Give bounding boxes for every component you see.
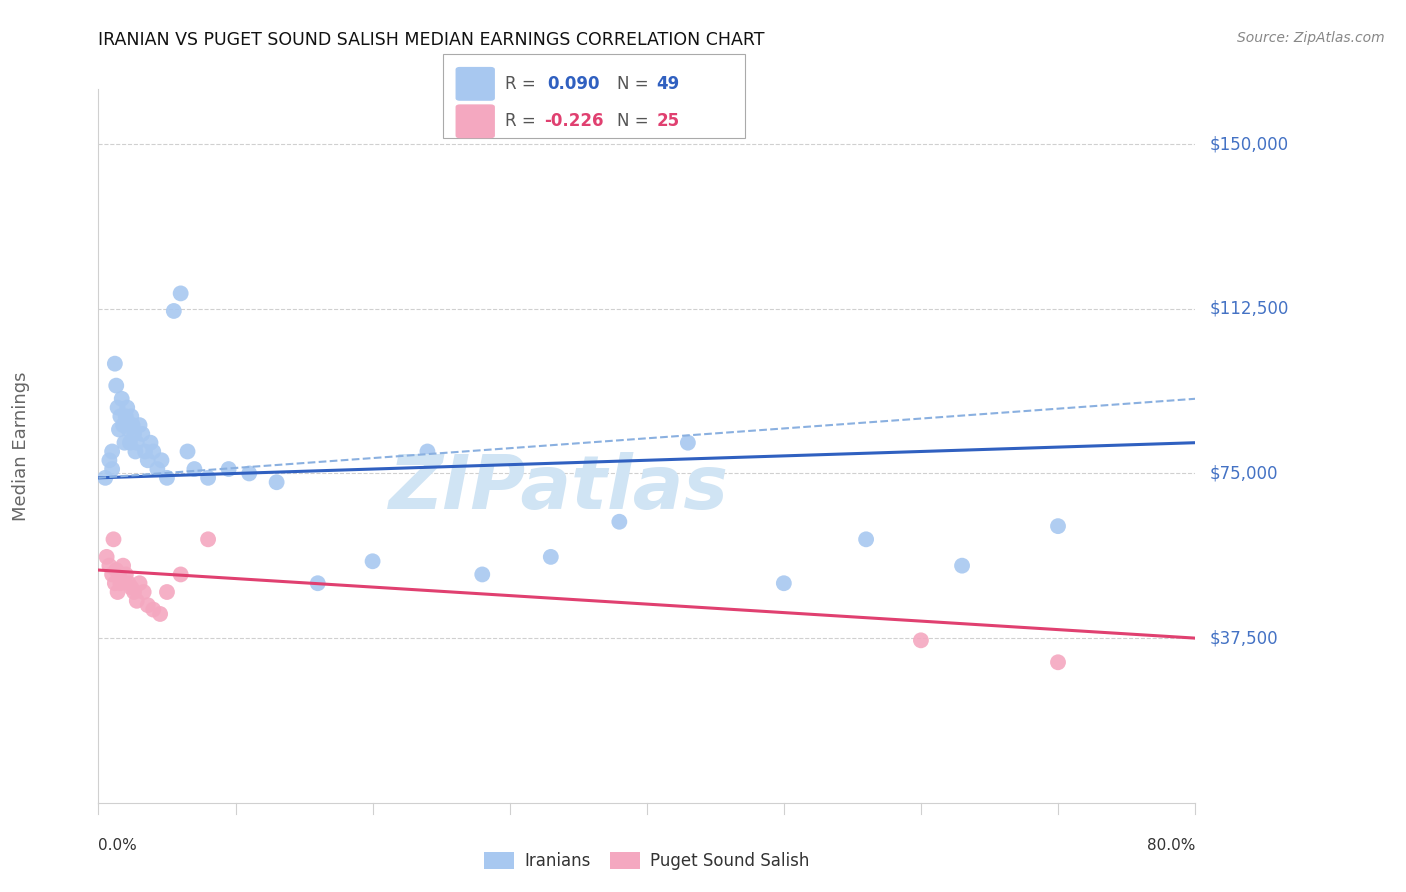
Point (950, 558, 973, 573)
Text: $150,000: $150,000 (1209, 135, 1288, 153)
Point (150, 453, 173, 467)
Point (139, 435, 162, 450)
Text: 80.0%: 80.0% (1147, 838, 1195, 853)
Point (855, 533, 877, 547)
Point (115, 409, 138, 424)
Point (149, 607, 172, 621)
Text: 25: 25 (657, 112, 679, 130)
Point (110, 576, 132, 591)
Text: 0.0%: 0.0% (98, 838, 138, 853)
Text: R =: R = (505, 112, 541, 130)
Text: 0.090: 0.090 (547, 75, 599, 93)
Point (156, 585, 179, 599)
Point (131, 426, 153, 441)
Point (238, 467, 260, 481)
Point (609, 515, 631, 529)
Text: N =: N = (617, 112, 654, 130)
Point (103, 533, 125, 547)
Point (115, 401, 138, 415)
Text: Source: ZipAtlas.com: Source: ZipAtlas.com (1237, 31, 1385, 45)
Point (142, 444, 165, 458)
Point (117, 576, 139, 591)
Text: IRANIAN VS PUGET SOUND SALISH MEDIAN EARNINGS CORRELATION CHART: IRANIAN VS PUGET SOUND SALISH MEDIAN EAR… (98, 31, 765, 49)
Text: ZIPatlas: ZIPatlas (389, 452, 730, 525)
Point (94, 471, 117, 485)
Point (107, 401, 129, 415)
Point (266, 475, 288, 490)
Point (115, 567, 138, 582)
Point (105, 563, 128, 577)
Point (156, 471, 179, 485)
Point (197, 533, 219, 547)
Point (170, 286, 193, 301)
Point (114, 435, 136, 450)
Point (540, 549, 562, 564)
Point (108, 423, 131, 437)
Point (416, 444, 439, 458)
Point (218, 462, 240, 476)
Point (110, 409, 132, 424)
Point (104, 357, 127, 371)
Point (98, 558, 121, 573)
Point (773, 576, 796, 591)
Point (1046, 519, 1070, 533)
Point (128, 418, 150, 433)
Point (361, 554, 384, 568)
Point (122, 585, 145, 599)
Text: $37,500: $37,500 (1209, 629, 1278, 647)
Point (128, 576, 150, 591)
Point (108, 567, 131, 582)
Point (101, 444, 124, 458)
Point (96, 549, 118, 564)
Point (112, 418, 135, 433)
Point (101, 462, 124, 476)
Point (107, 585, 129, 599)
Point (124, 444, 146, 458)
Text: -0.226: -0.226 (544, 112, 603, 130)
Point (132, 585, 155, 599)
Point (307, 576, 329, 591)
Point (1046, 655, 1070, 669)
Point (163, 304, 186, 318)
Text: Median Earnings: Median Earnings (13, 371, 30, 521)
Point (121, 418, 143, 433)
Text: $112,500: $112,500 (1209, 300, 1288, 318)
Text: R =: R = (505, 75, 541, 93)
Point (125, 435, 148, 450)
Point (183, 462, 205, 476)
Point (122, 426, 145, 441)
Point (676, 435, 699, 450)
Point (136, 453, 159, 467)
Point (134, 444, 156, 458)
Point (101, 567, 124, 582)
Text: N =: N = (617, 75, 654, 93)
Point (197, 471, 219, 485)
Point (170, 567, 193, 582)
Point (142, 602, 165, 616)
Point (136, 598, 159, 612)
Point (98, 453, 121, 467)
Text: 49: 49 (657, 75, 681, 93)
Point (118, 435, 141, 450)
Point (111, 392, 134, 406)
Point (471, 567, 494, 582)
Point (112, 558, 135, 573)
Point (125, 594, 148, 608)
Point (117, 423, 139, 437)
Point (910, 633, 932, 648)
Point (176, 444, 198, 458)
Point (104, 576, 127, 591)
Point (120, 581, 142, 595)
Point (146, 462, 169, 476)
Point (105, 378, 128, 392)
Text: $75,000: $75,000 (1209, 465, 1278, 483)
Legend: Iranians, Puget Sound Salish: Iranians, Puget Sound Salish (477, 845, 817, 877)
Point (120, 409, 142, 424)
